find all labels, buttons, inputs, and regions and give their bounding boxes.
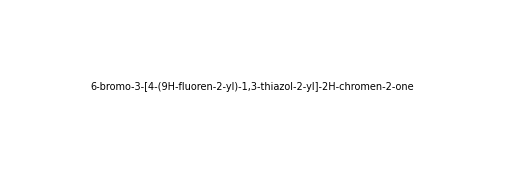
Text: 6-bromo-3-[4-(9H-fluoren-2-yl)-1,3-thiazol-2-yl]-2H-chromen-2-one: 6-bromo-3-[4-(9H-fluoren-2-yl)-1,3-thiaz… (91, 82, 414, 92)
